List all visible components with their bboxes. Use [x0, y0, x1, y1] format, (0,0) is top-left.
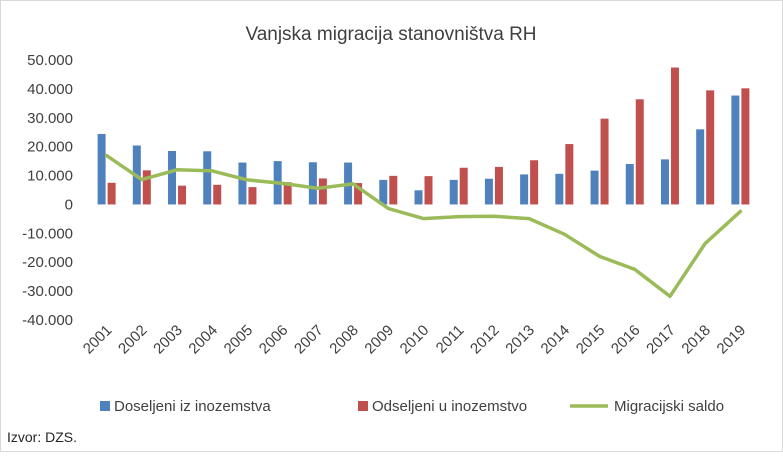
x-tick-label: 2008 — [326, 322, 362, 358]
y-tick-label: 40.000 — [27, 81, 73, 98]
x-axis: 2001 2002 2003 2004 2005 2006 2007 2008 2009 2010… — [80, 322, 749, 358]
bar-doseljeni — [520, 174, 529, 205]
bar-doseljeni — [660, 159, 669, 205]
y-tick-label: -20.000 — [22, 254, 73, 271]
bar-odseljeni — [318, 178, 327, 205]
legend: Doseljeni iz inozemstva Odseljeni u inoze… — [100, 398, 724, 415]
y-tick-label: 0 — [65, 196, 73, 213]
bar-odseljeni — [706, 90, 715, 205]
x-tick-label: 2018 — [678, 322, 714, 358]
bar-odseljeni — [635, 99, 644, 205]
bar-doseljeni — [203, 151, 212, 205]
bar-doseljeni — [625, 164, 634, 205]
bar-odseljeni — [178, 185, 187, 205]
x-tick-label: 2013 — [502, 322, 538, 358]
line-migracijski-saldo — [104, 153, 743, 299]
y-tick-label: 50.000 — [27, 52, 73, 69]
x-tick-label: 2010 — [397, 322, 433, 358]
y-tick-label: -30.000 — [22, 283, 73, 300]
bar-doseljeni — [308, 162, 317, 205]
y-tick-label: -10.000 — [22, 225, 73, 242]
bar-odseljeni — [565, 144, 574, 205]
x-tick-label: 2003 — [150, 322, 186, 358]
chart-title: Vanjska migracija stanovništva RH — [245, 24, 536, 45]
bar-odseljeni — [107, 182, 116, 205]
y-tick-label: 30.000 — [27, 110, 73, 127]
bar-doseljeni — [484, 178, 493, 205]
x-tick-label: 2004 — [185, 322, 221, 358]
bar-doseljeni — [168, 151, 177, 205]
x-tick-label: 2019 — [714, 322, 750, 358]
x-tick-label: 2017 — [643, 322, 679, 358]
bar-doseljeni — [414, 190, 423, 205]
legend-label: Doseljeni iz inozemstva — [114, 398, 271, 415]
x-tick-label: 2005 — [221, 322, 257, 358]
legend-label: Migracijski saldo — [614, 398, 724, 415]
legend-bar-swatch — [100, 401, 110, 411]
x-tick-label: 2001 — [80, 322, 116, 358]
bar-odseljeni — [283, 182, 292, 205]
bar-doseljeni — [449, 179, 458, 205]
bar-odseljeni — [354, 183, 363, 205]
legend-label: Odseljeni u inozemstvo — [372, 398, 527, 415]
bar-doseljeni — [731, 95, 740, 205]
bar-odseljeni — [424, 176, 433, 205]
bar-doseljeni — [590, 170, 599, 205]
x-tick-label: 2011 — [433, 322, 468, 357]
y-tick-label: -40.000 — [22, 312, 73, 329]
bar-odseljeni — [142, 170, 151, 205]
legend-bar-swatch — [358, 401, 368, 411]
x-tick-label: 2009 — [361, 322, 397, 358]
line-group — [104, 153, 743, 299]
source-note: Izvor: DZS. — [7, 429, 77, 445]
bar-doseljeni — [238, 162, 247, 205]
y-axis: 50.000 40.000 30.000 20.000 10.000 0 -10.000 -2… — [22, 52, 73, 329]
bar-odseljeni — [670, 67, 679, 205]
bar-doseljeni — [696, 129, 705, 205]
bar-odseljeni — [389, 175, 398, 205]
x-tick-label: 2014 — [538, 322, 574, 358]
x-tick-label: 2002 — [115, 322, 151, 358]
x-tick-label: 2016 — [608, 322, 644, 358]
bar-odseljeni — [248, 187, 257, 205]
y-tick-label: 20.000 — [27, 139, 73, 156]
bar-doseljeni — [555, 173, 564, 205]
y-tick-label: 10.000 — [27, 168, 73, 185]
bars-group — [97, 67, 750, 205]
bar-odseljeni — [213, 184, 222, 205]
x-tick-label: 2007 — [291, 322, 327, 358]
bar-odseljeni — [530, 160, 539, 205]
bar-odseljeni — [459, 167, 468, 205]
bar-odseljeni — [494, 166, 503, 205]
bar-odseljeni — [741, 88, 750, 205]
bar-odseljeni — [600, 118, 609, 205]
x-tick-label: 2006 — [256, 322, 292, 358]
x-tick-label: 2012 — [467, 322, 503, 358]
bar-doseljeni — [379, 179, 388, 205]
bar-doseljeni — [97, 133, 106, 205]
x-tick-label: 2015 — [573, 322, 609, 358]
